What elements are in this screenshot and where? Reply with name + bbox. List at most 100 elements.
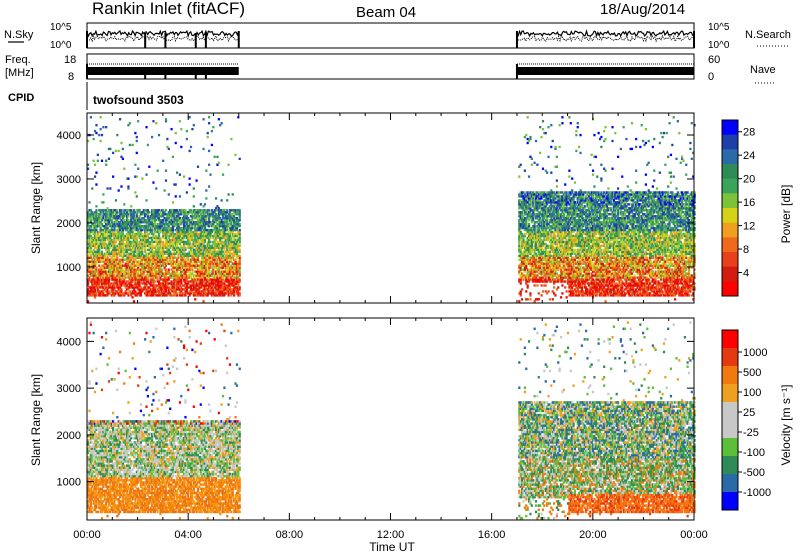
range-cell [535,140,537,142]
range-cell [550,146,552,148]
range-cell [98,134,100,136]
range-cell [166,138,168,140]
range-cell [152,181,154,183]
range-cell [180,128,182,130]
range-cell [175,195,177,197]
range-cell [105,164,107,166]
range-cell [145,126,147,128]
range-cell [518,175,520,177]
range-cell [154,280,156,282]
range-cell [527,116,529,118]
range-cell [95,266,97,268]
range-cell [227,164,229,166]
range-cell [95,205,97,207]
range-cell [101,160,103,162]
range-cell [239,286,241,288]
range-cell [227,193,229,195]
range-cell [538,298,540,300]
freq-band [87,67,239,75]
range-cell [120,288,122,290]
range-cell [165,209,167,211]
range-cell [226,209,228,211]
range-cell [100,128,102,130]
station-title: Rankin Inlet (fitACF) [92,0,245,18]
range-cell [184,247,186,249]
range-cell [189,116,191,118]
range-cell [200,203,202,205]
range-cell [95,183,97,185]
range-cell [115,199,117,201]
range-cell [189,150,191,152]
nsearch-tick-top: 10^5 [708,22,730,33]
range-cell [529,298,531,300]
range-cell [95,209,97,211]
range-cell [534,284,536,286]
range-cell [130,205,132,207]
range-cell [540,294,542,296]
range-cell [212,126,214,128]
range-cell [168,268,170,270]
range-cell [202,148,204,150]
range-cell [101,251,103,253]
range-cell [94,175,96,177]
range-cell [120,185,122,187]
range-cell [120,142,122,144]
range-cell [168,193,170,195]
power-scatter [87,116,696,302]
range-cell [116,209,118,211]
range-cell [132,144,134,146]
date-title: 18/Aug/2014 [600,1,685,18]
range-cell [95,124,97,126]
nsky-panel: N.Sky 10^5 10^0 10^5 10^0 N.Search [4,22,791,51]
range-cell [550,124,552,126]
range-cell [542,168,544,170]
range-cell [525,134,527,136]
range-cell [202,118,204,120]
nsky-tick-top: 10^5 [50,22,72,33]
range-cell [183,175,185,177]
range-cell [119,118,121,120]
range-cell [172,156,174,158]
range-cell [180,146,182,148]
range-cell [109,148,111,150]
range-cell [165,118,167,120]
range-cell [112,175,114,177]
nsky-trace [87,31,694,48]
range-cell [549,298,551,300]
range-cell [141,177,143,179]
range-cell [207,136,209,138]
range-cell [521,288,523,290]
range-cell [239,278,241,280]
beam-title: Beam 04 [356,4,416,21]
range-cell [165,179,167,181]
range-cell [218,162,220,164]
range-cell [239,209,241,211]
range-cell [94,164,96,166]
range-cell [179,173,181,175]
range-cell [118,150,120,152]
range-cell [115,150,117,152]
range-cell [540,136,542,138]
range-cell [542,290,544,292]
range-cell [207,132,209,134]
range-cell [208,185,210,187]
nave-tick-bottom: 0 [708,71,714,83]
range-cell [539,126,541,128]
range-cell [538,292,540,294]
range-cell [101,134,103,136]
range-cell [100,140,102,142]
range-cell [97,160,99,162]
range-cell [552,298,554,300]
range-cell [529,292,531,294]
range-cell [226,199,228,201]
range-cell [102,201,104,203]
range-cell [547,126,549,128]
range-cell [550,171,552,173]
range-cell [239,158,241,160]
range-cell [186,130,188,132]
range-cell [106,187,108,189]
range-cell [193,187,195,189]
range-cell [208,122,210,124]
cpid-mode: twofsound 3503 [93,93,184,107]
